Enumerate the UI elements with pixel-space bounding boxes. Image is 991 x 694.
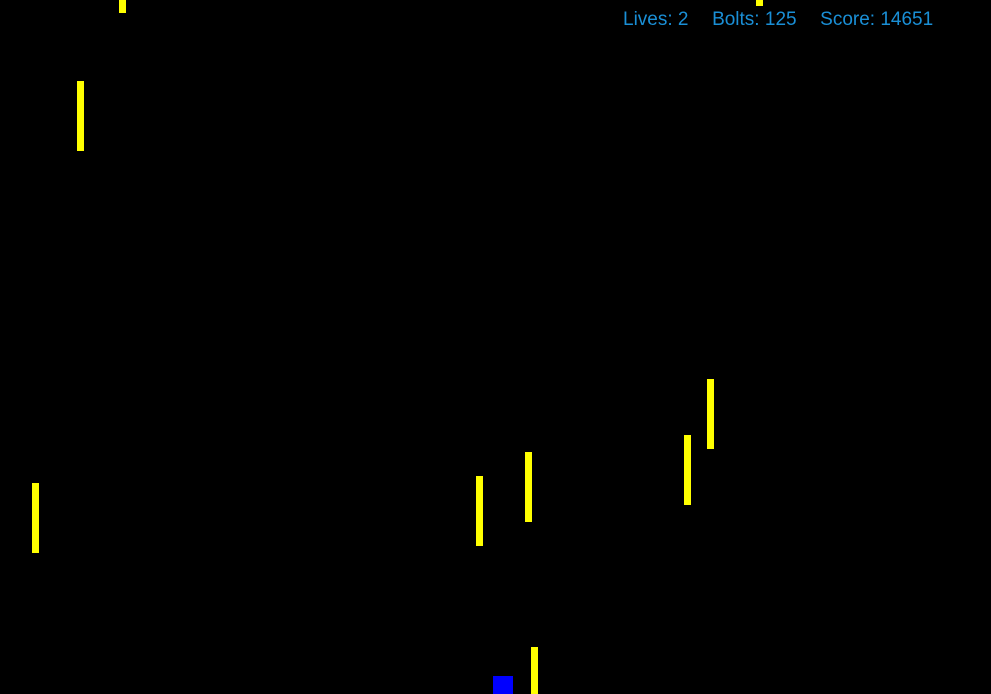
bolt (476, 476, 483, 546)
bolt (119, 0, 126, 13)
bolt (32, 483, 39, 553)
score-label: Score: (820, 9, 876, 30)
bolt (684, 435, 691, 505)
bolt (531, 647, 538, 694)
bolts-value: 125 (764, 9, 797, 30)
bolt (525, 452, 532, 522)
score-value: 14651 (880, 9, 934, 30)
bolt (707, 379, 714, 449)
bolt (756, 0, 763, 6)
player-ship[interactable] (493, 676, 513, 694)
lives-label: Lives: (623, 9, 673, 30)
lives-value: 2 (677, 9, 689, 30)
hud: Lives: 2 Bolts: 125 Score: 14651 (623, 9, 933, 31)
bolts-label: Bolts: (712, 9, 760, 30)
bolt (77, 81, 84, 151)
